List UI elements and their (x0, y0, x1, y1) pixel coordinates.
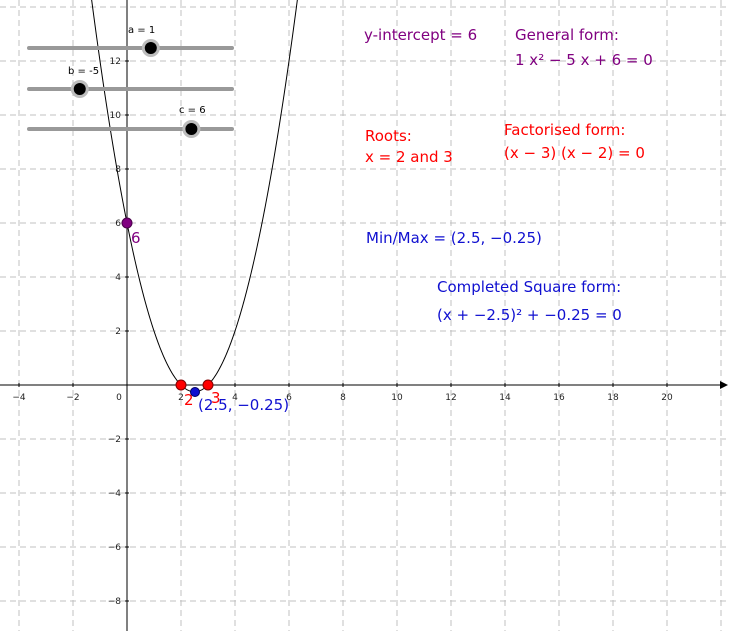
x-tick-label: 0 (116, 393, 122, 403)
y-intercept-text: y-intercept = 6 (364, 26, 478, 44)
roots-title: Roots: (365, 127, 412, 145)
x-tick-label: 4 (232, 393, 238, 403)
x-tick-label: −2 (66, 393, 79, 403)
y-tick-labels: 12 10 8 6 4 2 −2 −4 −6 −8 (108, 57, 129, 607)
y-tick-label: 4 (115, 273, 121, 283)
y-tick-label: 2 (115, 327, 121, 337)
x-tick-label: −4 (12, 393, 26, 403)
x-tick-label: 12 (445, 393, 456, 403)
y-tick-label: 6 (115, 219, 121, 229)
slider-knob[interactable] (185, 123, 198, 135)
x-tick-label: 16 (553, 393, 565, 403)
sliders[interactable]: a = 1 b = -5 c = 6 (27, 25, 234, 138)
factorised-form-title: Factorised form: (504, 121, 626, 139)
y-tick-label: −4 (108, 489, 122, 499)
y-tick-label: −2 (108, 435, 121, 445)
y-tick-label: −6 (108, 543, 122, 553)
x-tick-label: 10 (391, 393, 403, 403)
x-axis-arrow (720, 381, 728, 389)
completed-square-expression: (x + −2.5)² + −0.25 = 0 (437, 306, 622, 324)
y-intercept-point-label: 6 (131, 229, 141, 247)
vertex-point-label: (2.5, −0.25) (198, 396, 289, 414)
roots-value: x = 2 and 3 (365, 148, 453, 166)
slider-knob[interactable] (144, 42, 157, 54)
root-point-2[interactable] (202, 379, 214, 391)
general-form-title: General form: (515, 26, 619, 44)
x-tick-label: 2 (178, 393, 184, 403)
y-tick-label: −8 (108, 597, 122, 607)
slider-label: c = 6 (179, 105, 206, 116)
slider-label: b = -5 (68, 66, 99, 77)
x-tick-label: 18 (607, 393, 619, 403)
slider-knob[interactable] (73, 83, 86, 95)
min-max-text: Min/Max = (2.5, −0.25) (366, 229, 542, 247)
y-intercept-point[interactable] (121, 217, 133, 229)
x-tick-label: 8 (340, 393, 346, 403)
root-point-1-label: 2 (184, 391, 194, 409)
y-tick-label: 12 (110, 57, 121, 67)
factorised-form-expression: (x − 3) (x − 2) = 0 (504, 144, 645, 162)
x-tick-label: 6 (286, 393, 292, 403)
root-point-1[interactable] (175, 379, 187, 391)
slider-label: a = 1 (128, 25, 155, 36)
y-tick-label: 10 (110, 111, 122, 121)
x-tick-label: 14 (499, 393, 511, 403)
general-form-expression: 1 x² − 5 x + 6 = 0 (515, 51, 653, 69)
vertex-point[interactable] (190, 387, 200, 397)
y-tick-label: 8 (115, 165, 121, 175)
x-tick-labels: −4 −2 0 2 4 6 8 10 12 14 16 18 20 (12, 383, 673, 403)
completed-square-title: Completed Square form: (437, 278, 622, 296)
x-tick-label: 20 (661, 393, 673, 403)
root-point-2-label: 3 (211, 389, 221, 407)
